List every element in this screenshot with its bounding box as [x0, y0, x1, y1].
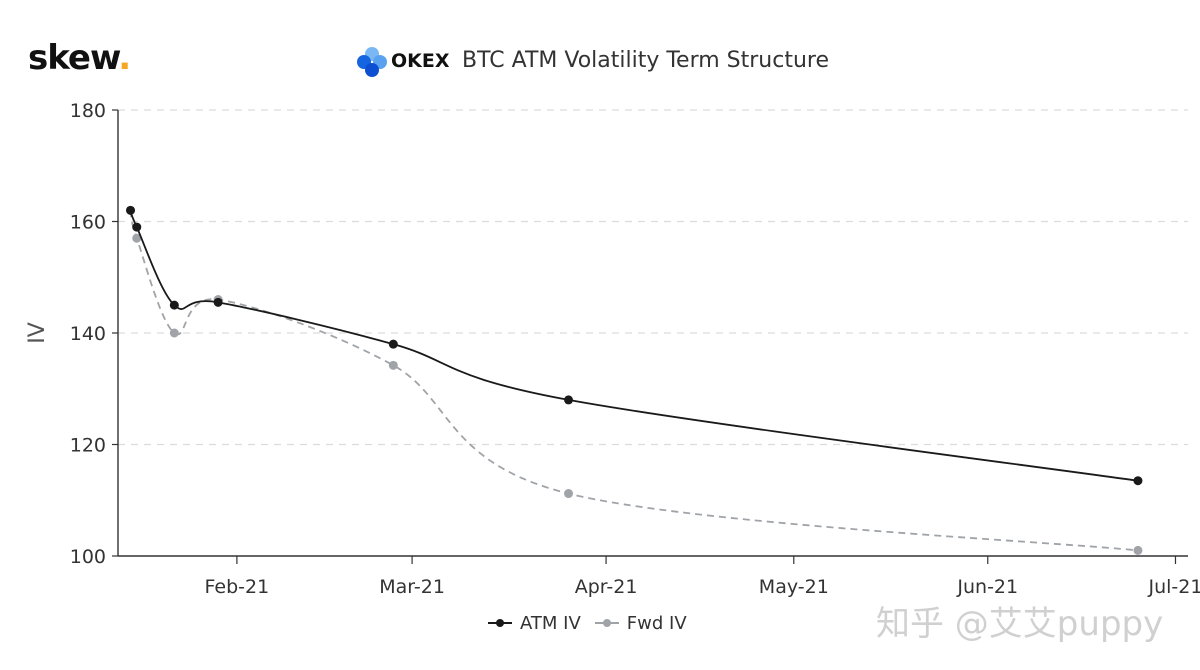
- y-tick-label: 180: [70, 100, 106, 122]
- data-point-fwd-iv: [132, 233, 142, 243]
- chart-legend: ATM IV Fwd IV: [488, 610, 687, 636]
- data-point-fwd-iv: [1133, 545, 1143, 555]
- x-tick-label: Jul-21: [1148, 576, 1200, 598]
- data-point-atm-iv: [388, 339, 398, 349]
- series-line-fwd-iv: [129, 210, 1139, 552]
- series-line-atm-iv: [129, 210, 1139, 482]
- data-point-atm-iv: [564, 395, 574, 405]
- data-point-atm-iv: [169, 300, 179, 310]
- y-tick-label: 120: [70, 435, 106, 457]
- x-tick-label: May-21: [759, 576, 829, 598]
- x-tick-label: Feb-21: [205, 576, 270, 598]
- data-point-fwd-iv: [169, 328, 179, 338]
- watermark-text: 知乎 @艾艾puppy: [876, 604, 1164, 644]
- legend-swatch-fwd-iv: [594, 617, 619, 629]
- legend-label-atm-iv: ATM IV: [520, 612, 581, 634]
- data-point-fwd-iv: [564, 489, 574, 499]
- data-point-atm-iv: [213, 297, 223, 307]
- x-tick-label: Apr-21: [575, 576, 638, 598]
- legend-item-fwd-iv[interactable]: Fwd IV: [594, 612, 687, 634]
- legend-swatch-atm-iv: [488, 617, 512, 629]
- data-point-atm-iv: [1133, 476, 1143, 486]
- chart-header: OKEX BTC ATM Volatility Term Structure: [0, 44, 1200, 80]
- legend-label-fwd-iv: Fwd IV: [626, 612, 687, 634]
- brand-name: skew: [28, 38, 119, 78]
- skew-logo: skew.: [28, 38, 131, 78]
- data-point-fwd-iv: [388, 360, 398, 370]
- chart-title: BTC ATM Volatility Term Structure: [462, 48, 830, 73]
- x-tick-label: Mar-21: [379, 576, 445, 598]
- y-tick-label: 140: [70, 323, 106, 345]
- brand-dot: .: [118, 38, 131, 78]
- y-tick-label: 100: [70, 546, 106, 568]
- exchange-name: OKEX: [391, 50, 450, 72]
- x-tick-label: Jun-21: [956, 576, 1018, 598]
- okex-logo-icon: [357, 47, 387, 77]
- y-tick-label: 160: [70, 212, 106, 234]
- legend-item-atm-iv[interactable]: ATM IV: [488, 613, 581, 634]
- data-point-atm-iv: [126, 205, 136, 215]
- data-point-atm-iv: [132, 222, 142, 232]
- y-axis-label: IV: [25, 322, 50, 344]
